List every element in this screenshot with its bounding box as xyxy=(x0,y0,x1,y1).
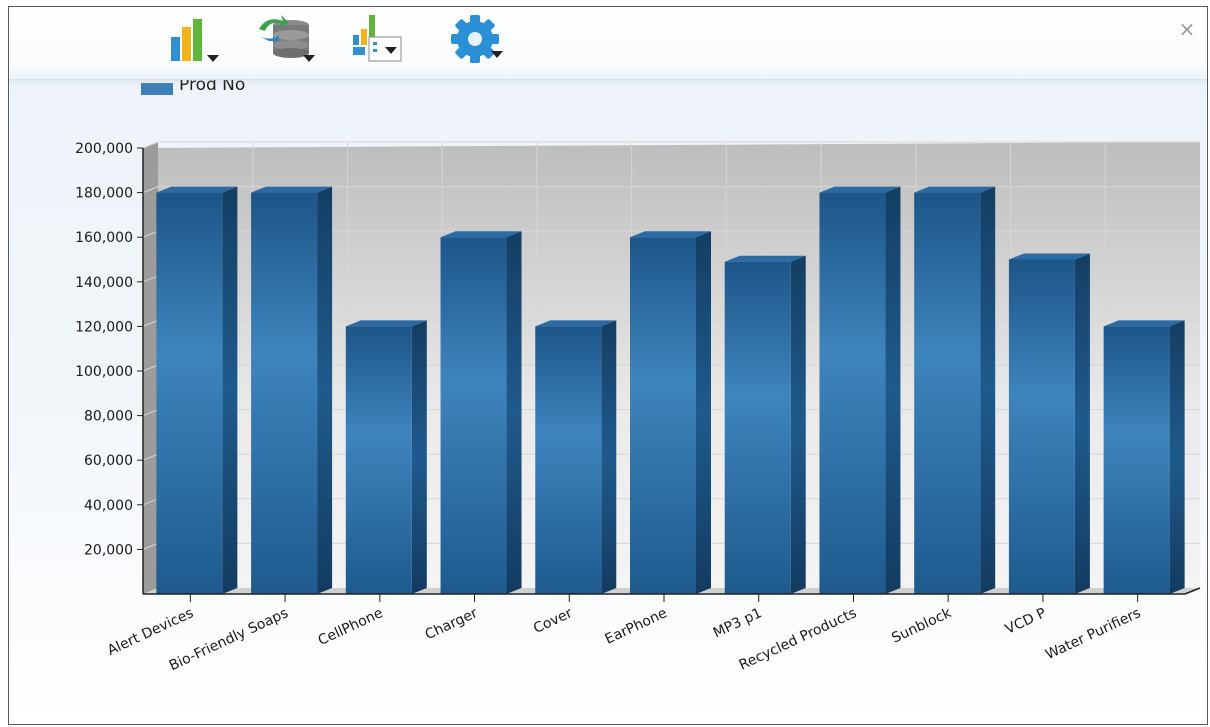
gridline-diagonal xyxy=(142,141,159,149)
bar-chart-icon xyxy=(171,19,219,62)
bar-side xyxy=(1074,253,1090,594)
gridline-diagonal xyxy=(142,542,159,550)
bar-chart: 20,000 40,000 60,000 80,000 100,000 120,000 14… xyxy=(75,141,1201,674)
toolbar: × xyxy=(9,7,1207,80)
y-tick-label: 80,000 xyxy=(84,409,133,425)
bar-side xyxy=(317,186,333,594)
y-tick-label: 20,000 xyxy=(84,542,133,558)
bar-front xyxy=(345,326,412,594)
gridline-diagonal xyxy=(142,453,159,461)
bar[interactable] xyxy=(535,320,617,594)
bar-top xyxy=(819,186,901,193)
bar[interactable] xyxy=(1103,320,1185,594)
bar-side xyxy=(885,186,901,594)
bar-side xyxy=(790,255,806,595)
y-tick-label: 160,000 xyxy=(75,230,133,246)
bar-top xyxy=(630,231,711,238)
bar[interactable] xyxy=(251,186,333,594)
gridline-diagonal xyxy=(142,275,159,283)
y-tick-label: 140,000 xyxy=(75,275,133,291)
x-tick-label: Charger xyxy=(423,605,481,643)
bar[interactable] xyxy=(1008,253,1090,595)
x-tick-label: Sunblock xyxy=(889,605,954,647)
bar-side xyxy=(980,186,996,594)
gridline-diagonal xyxy=(142,409,159,417)
bar-side xyxy=(1169,320,1185,594)
data-source-button[interactable] xyxy=(253,11,317,67)
bar-side xyxy=(601,320,617,594)
legend-options-button[interactable] xyxy=(349,11,413,67)
bar-side xyxy=(222,186,238,594)
x-tick-label: VCD P xyxy=(1003,605,1049,638)
bar-top xyxy=(1008,253,1090,260)
bar-side xyxy=(506,231,522,594)
gridline-diagonal xyxy=(142,364,159,372)
bar-front xyxy=(914,192,981,594)
settings-button[interactable] xyxy=(443,11,507,67)
bar-top xyxy=(535,320,617,327)
legend-label: Prod No xyxy=(179,75,246,95)
x-tick-label: Alert Devices xyxy=(105,605,196,659)
bar[interactable] xyxy=(914,186,996,594)
bar-top xyxy=(440,231,522,238)
bar[interactable] xyxy=(724,255,806,595)
chart-window: 20,000 40,000 60,000 80,000 100,000 120,000 14… xyxy=(8,6,1208,725)
bars xyxy=(156,186,1185,595)
x-axis-depth-line xyxy=(1184,587,1201,595)
gridline-diagonal xyxy=(142,319,159,327)
bar-top xyxy=(251,186,333,193)
x-tick-label: CellPhone xyxy=(316,605,386,649)
bar-side xyxy=(696,231,711,594)
x-tick-label: EarPhone xyxy=(603,605,670,648)
database-sync-icon xyxy=(259,15,315,62)
bar-front xyxy=(630,237,696,594)
y-tick-label: 100,000 xyxy=(75,364,133,380)
bar-top xyxy=(345,320,427,327)
bar-front xyxy=(1008,259,1075,594)
bar[interactable] xyxy=(345,320,427,594)
gridline-diagonal xyxy=(142,186,159,194)
bar[interactable] xyxy=(630,231,711,594)
legend-swatch xyxy=(141,83,173,95)
bar-top xyxy=(724,255,806,262)
gridline-diagonal xyxy=(142,230,159,238)
bar-side xyxy=(411,320,427,594)
bar-top xyxy=(1103,320,1185,327)
bar[interactable] xyxy=(156,186,238,594)
y-tick-label: 60,000 xyxy=(84,453,133,469)
y-tick-label: 200,000 xyxy=(75,141,133,157)
gridline-diagonal xyxy=(142,498,159,506)
bar-front xyxy=(251,192,318,594)
bar-top xyxy=(156,186,238,193)
x-tick-label: Cover xyxy=(531,605,575,637)
y-tick-label: 120,000 xyxy=(75,319,133,335)
bar-top xyxy=(914,186,996,193)
gear-icon xyxy=(451,15,503,63)
y-tick-label: 40,000 xyxy=(84,498,133,514)
y-tick-label: 180,000 xyxy=(75,186,133,202)
chart-legend-icon xyxy=(353,15,402,62)
bar-front xyxy=(724,261,791,594)
chart-type-button[interactable] xyxy=(161,11,225,67)
close-button[interactable]: × xyxy=(1178,17,1196,41)
bar[interactable] xyxy=(819,186,901,594)
bar-front xyxy=(1103,326,1170,594)
bar[interactable] xyxy=(440,231,522,594)
x-tick-label: MP3 p1 xyxy=(711,605,765,641)
bar-front xyxy=(535,326,602,594)
bar-front xyxy=(819,192,886,594)
bar-front xyxy=(440,237,507,594)
bar-front xyxy=(156,192,223,594)
y-axis-ticks: 20,000 40,000 60,000 80,000 100,000 120,000 14… xyxy=(75,141,143,558)
x-tick-label: Water Purifiers xyxy=(1043,605,1143,663)
